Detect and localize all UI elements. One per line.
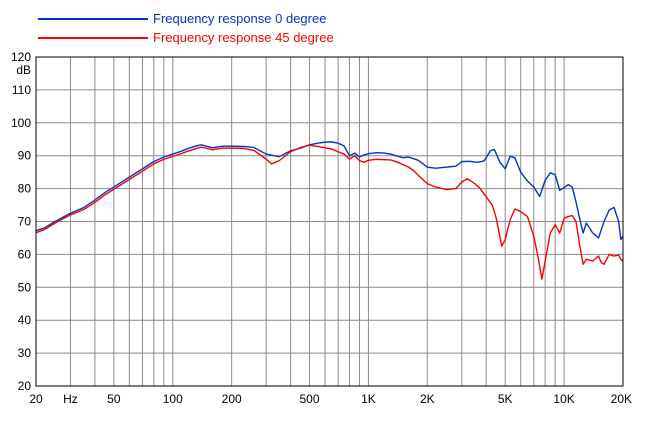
x-unit-label: Hz	[63, 392, 78, 406]
plot-frame	[35, 56, 624, 387]
y-tick-label: 80	[18, 182, 32, 196]
legend-label-0: Frequency response 0 degree	[153, 11, 326, 26]
x-tick-label: 100	[163, 392, 183, 406]
x-tick-label: 20	[29, 392, 43, 406]
y-tick-label: 40	[18, 313, 32, 327]
legend-label-1: Frequency response 45 degree	[153, 30, 334, 45]
y-unit-label: dB	[16, 63, 31, 77]
legend: Frequency response 0 degree Frequency res…	[38, 11, 334, 45]
y-tick-label: 110	[12, 83, 31, 97]
series-line-0-degree	[35, 141, 624, 241]
x-tick-label: 10K	[553, 392, 574, 406]
y-tick-label: 60	[18, 247, 32, 261]
x-tick-label: 5K	[498, 392, 513, 406]
series-line-45-degree	[35, 144, 624, 280]
y-tick-label: 20	[18, 379, 32, 393]
grid	[36, 57, 623, 386]
y-tick-label: 90	[18, 149, 32, 163]
x-tick-label: 1K	[361, 392, 376, 406]
y-tick-label: 100	[11, 116, 31, 130]
x-tick-label: 50	[107, 392, 121, 406]
x-tick-label: 2K	[420, 392, 435, 406]
y-tick-label: 120	[11, 50, 31, 64]
y-tick-label: 70	[18, 215, 32, 229]
x-tick-label: 500	[300, 392, 320, 406]
y-tick-label: 30	[18, 346, 32, 360]
x-tick-label: 200	[222, 392, 242, 406]
y-tick-label: 50	[18, 280, 32, 294]
x-tick-label: 20K	[611, 392, 632, 406]
series-lines	[35, 141, 624, 280]
